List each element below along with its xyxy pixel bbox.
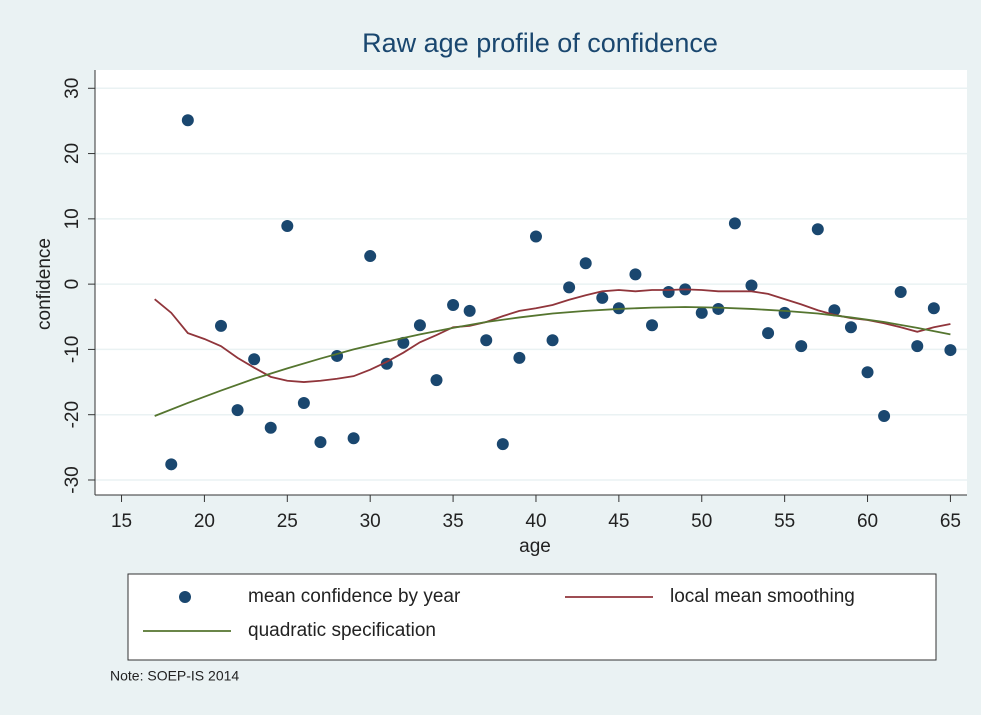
x-tick-label: 65: [940, 511, 961, 532]
point: [778, 306, 791, 319]
point: [728, 217, 741, 230]
plot-area: [95, 70, 967, 495]
point: [430, 374, 443, 387]
y-axis-label: confidence: [34, 238, 55, 330]
point: [894, 285, 907, 298]
point: [364, 250, 377, 263]
point: [795, 340, 808, 353]
legend-marker: [179, 591, 191, 603]
x-axis-label: age: [519, 536, 551, 557]
legend-label: local mean smoothing: [670, 586, 855, 607]
x-tick-label: 25: [277, 511, 298, 532]
point: [231, 404, 244, 417]
point: [762, 327, 775, 340]
point: [248, 353, 261, 366]
chart-title: Raw age profile of confidence: [362, 28, 718, 58]
legend-box: [127, 573, 937, 661]
x-tick-label: 45: [608, 511, 629, 532]
point: [297, 396, 310, 409]
point: [629, 268, 642, 281]
line: [154, 288, 951, 383]
point: [463, 304, 476, 317]
legend-label: mean confidence by year: [248, 586, 461, 607]
note: Note: SOEP-IS 2014: [110, 668, 239, 684]
point: [281, 220, 294, 233]
point: [314, 436, 327, 449]
point: [513, 351, 526, 364]
point: [811, 223, 824, 236]
x-tick-label: 50: [691, 511, 712, 532]
point: [861, 366, 874, 379]
point: [563, 281, 576, 294]
legend-label: quadratic specification: [248, 620, 436, 641]
y-tick-label: 30: [62, 78, 83, 99]
point: [911, 340, 924, 353]
x-tick-label: 55: [774, 511, 795, 532]
point: [844, 321, 857, 334]
x-tick-label: 35: [443, 511, 464, 532]
point: [480, 334, 493, 347]
y-tick-label: 20: [62, 143, 83, 164]
point: [181, 114, 194, 127]
point: [264, 421, 277, 434]
point: [447, 299, 460, 312]
y-tick-label: -10: [62, 336, 83, 363]
x-tick-label: 20: [194, 511, 215, 532]
point: [695, 306, 708, 319]
point: [646, 319, 659, 332]
x-tick-label: 30: [360, 511, 381, 532]
point: [413, 319, 426, 332]
point: [944, 344, 957, 357]
point: [165, 458, 178, 471]
x-tick-label: 60: [857, 511, 878, 532]
x-tick-label: 15: [111, 511, 132, 532]
point: [745, 279, 758, 292]
point: [596, 291, 609, 304]
point: [878, 410, 891, 423]
point: [496, 438, 509, 451]
point: [214, 319, 227, 332]
point: [712, 302, 725, 315]
point: [546, 334, 559, 347]
y-tick-label: -20: [62, 401, 83, 428]
point: [662, 285, 675, 298]
y-tick-label: 10: [62, 208, 83, 229]
point: [529, 230, 542, 243]
y-tick-label: -30: [62, 466, 83, 493]
point: [397, 336, 410, 349]
x-tick-label: 40: [525, 511, 546, 532]
y-tick-label: 0: [62, 279, 83, 290]
point: [927, 302, 940, 315]
line: [154, 306, 951, 417]
point: [347, 432, 360, 445]
point: [579, 257, 592, 270]
